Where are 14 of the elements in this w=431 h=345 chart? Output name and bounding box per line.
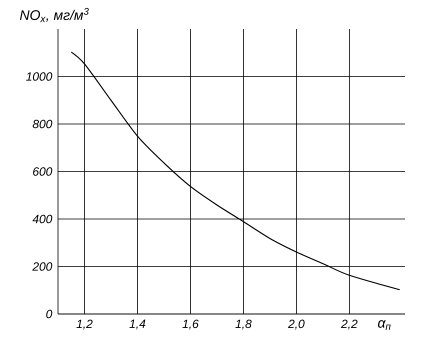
y-tick-label: 1000: [26, 72, 52, 81]
x-tick-label: 2,2: [341, 320, 358, 330]
y-tick-label: 200: [32, 262, 52, 271]
x-axis-title: α$_{п}$: [378, 320, 391, 330]
y-tick-label: 0: [46, 310, 52, 318]
y-tick-label: 400: [32, 214, 52, 224]
y-axis-title: NO$_{x}$, мг/м$^{3}$: [20, 8, 89, 22]
y-tick-label: 600: [33, 167, 52, 176]
x-tick-label: 1,8: [235, 320, 252, 330]
x-tick-label: 2,0: [288, 320, 305, 330]
x-tick-label: 1,6: [182, 320, 199, 330]
x-tick-label: 1,4: [129, 320, 146, 330]
x-tick-label: 1,2: [76, 320, 93, 330]
y-tick-label: 800: [32, 120, 52, 128]
